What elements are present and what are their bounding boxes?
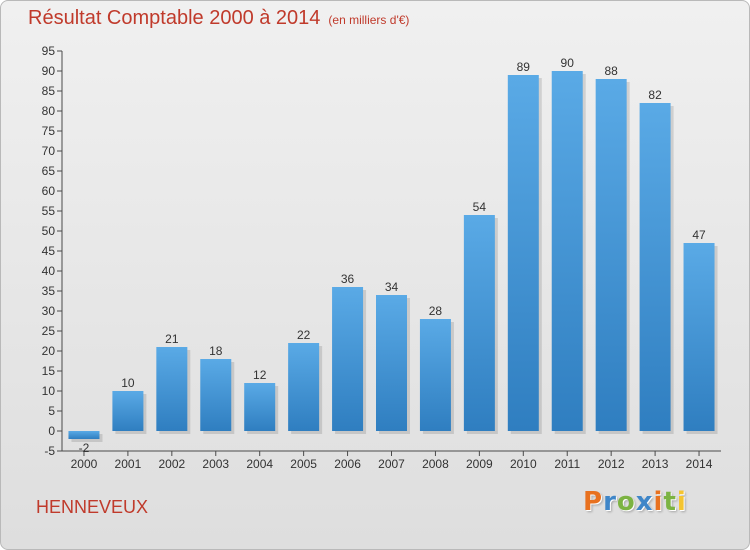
logo-letter: r (603, 487, 617, 517)
x-tick-label: 2001 (115, 457, 142, 471)
bar-2004 (244, 383, 276, 431)
x-tick-label: 2004 (246, 457, 273, 471)
y-tick-label: 80 (42, 104, 56, 118)
y-tick-label: 50 (42, 224, 56, 238)
data-label: 10 (121, 376, 135, 390)
data-label: 54 (473, 200, 487, 214)
data-label: 36 (341, 272, 355, 286)
title-row: Résultat Comptable 2000 à 2014 (en millie… (28, 7, 409, 30)
y-tick-label: 60 (42, 184, 56, 198)
data-label: 88 (604, 64, 618, 78)
chart-title: Résultat Comptable 2000 à 2014 (28, 7, 321, 29)
y-tick-label: 70 (42, 144, 56, 158)
axes-group: -5 0 5 10 15 20 25 30 35 40 45 50 55 60 65 70 75 80 85 90 95… (42, 44, 721, 471)
bar-2003 (200, 359, 232, 431)
y-tick-label: 45 (42, 244, 56, 258)
y-tick-label: 75 (42, 124, 56, 138)
y-tick-label: 15 (42, 364, 56, 378)
logo-letter: t (663, 487, 677, 517)
y-tick-label: -5 (44, 444, 55, 458)
x-tick-label: 2009 (466, 457, 493, 471)
x-tick-label: 2012 (598, 457, 625, 471)
x-tick-label: 2000 (71, 457, 98, 471)
commune-name: HENNEVEUX (36, 497, 149, 517)
bar-2001 (112, 391, 144, 431)
bars-group (68, 71, 718, 442)
y-tick-label: 0 (48, 424, 55, 438)
y-tick-label: 30 (42, 304, 56, 318)
data-label: -2 (79, 441, 90, 455)
bar-2014 (683, 243, 715, 431)
y-tick-label: 90 (42, 64, 56, 78)
proxiti-logo: Proxiti (583, 487, 687, 517)
logo-letter: x (635, 487, 654, 517)
y-tick-label: 40 (42, 264, 56, 278)
x-tick-label: 2005 (290, 457, 317, 471)
data-label: 12 (253, 368, 267, 382)
x-tick-label: 2014 (686, 457, 713, 471)
y-tick-label: 25 (42, 324, 56, 338)
bar-2008 (419, 319, 451, 431)
x-tick-label: 2013 (642, 457, 669, 471)
y-tick-label: 5 (48, 404, 55, 418)
x-tick-label: 2006 (334, 457, 361, 471)
data-label: 18 (209, 344, 223, 358)
logo-letter: i (653, 487, 664, 517)
data-label: 21 (165, 332, 179, 346)
bar-2000 (68, 431, 100, 439)
y-tick-label: 85 (42, 84, 56, 98)
y-tick-label: 10 (42, 384, 56, 398)
data-labels-group: -2 10 21 18 12 22 36 34 28 54 89 90 88 82 47 (79, 56, 706, 455)
x-tick-label: 2010 (510, 457, 537, 471)
logo-letter: P (583, 487, 604, 517)
x-tick-label: 2011 (554, 457, 580, 471)
y-tick-label: 20 (42, 344, 56, 358)
y-tick-label: 35 (42, 284, 56, 298)
x-tick-label: 2002 (158, 457, 185, 471)
data-label: 90 (561, 56, 575, 70)
bar-2013 (639, 103, 671, 431)
data-label: 22 (297, 328, 311, 342)
x-tick-label: 2003 (202, 457, 229, 471)
logo-letter: o (616, 487, 636, 517)
chart-subtitle: (en milliers d'€) (328, 13, 410, 27)
bar-2012 (595, 79, 627, 431)
data-label: 28 (429, 304, 443, 318)
bar-2005 (288, 343, 320, 431)
y-tick-label: 95 (42, 44, 56, 58)
data-label: 34 (385, 280, 399, 294)
data-label: 47 (692, 228, 706, 242)
x-tick-label: 2008 (422, 457, 449, 471)
data-label: 82 (648, 88, 662, 102)
x-tick-label: 2007 (378, 457, 405, 471)
bar-2009 (463, 215, 495, 431)
bar-2006 (332, 287, 364, 431)
data-label: 89 (517, 60, 531, 74)
y-tick-label: 65 (42, 164, 56, 178)
bar-2002 (156, 347, 188, 431)
bar-2010 (507, 75, 539, 431)
logo-letter: i (676, 487, 687, 517)
bar-2007 (376, 295, 407, 431)
y-tick-label: 55 (42, 204, 56, 218)
bar-2011 (551, 71, 583, 431)
